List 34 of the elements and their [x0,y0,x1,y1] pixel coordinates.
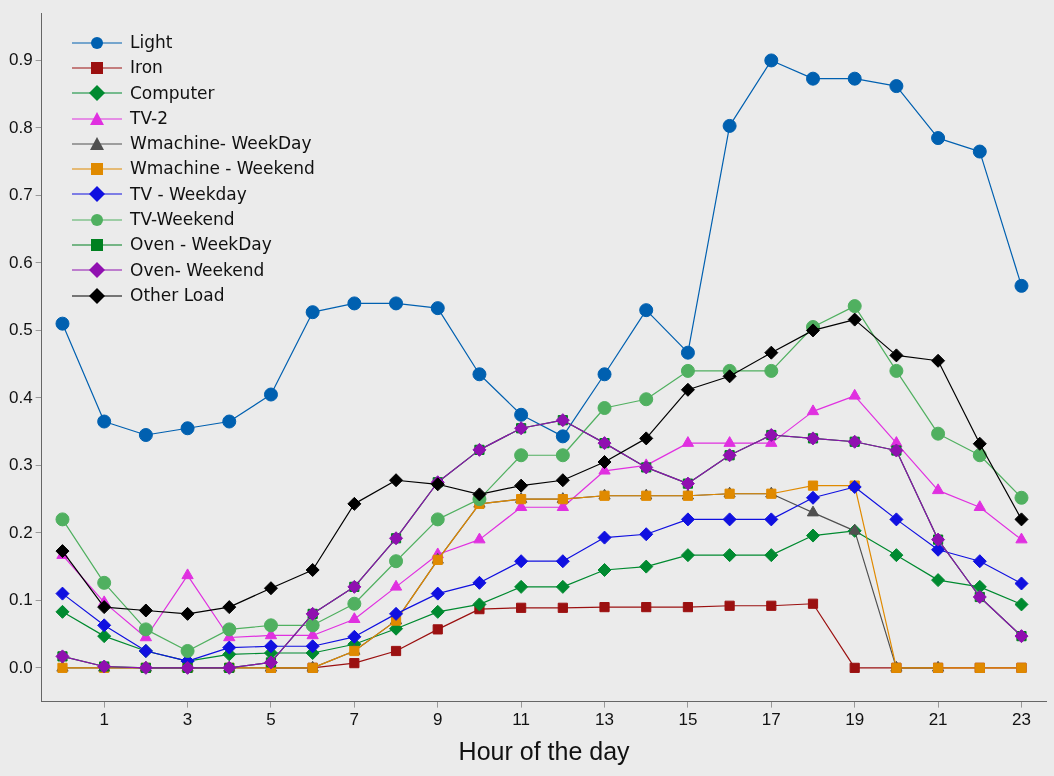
x-tick-label: 15 [678,710,698,730]
legend-label: Iron [130,56,163,80]
x-tick-label: 5 [266,710,276,730]
x-tick-label: 21 [928,710,948,730]
x-tick-label: 17 [761,710,781,730]
legend-label: TV-2 [130,106,168,130]
legend-label: TV - Weekday [130,182,247,206]
x-tick-label: 1 [99,710,109,730]
y-tick-label: 0.5 [8,320,33,340]
y-tick-label: 0.1 [8,590,33,610]
legend-label: Oven- Weekend [130,258,265,282]
x-tick-label: 3 [182,710,193,730]
x-tick-label: 13 [595,710,614,730]
legend-label: Other Load [130,283,225,307]
legend-label: Wmachine - Weekend [130,157,315,181]
y-tick-label: 0.2 [8,522,33,542]
y-tick-label: 0.0 [8,657,33,677]
y-tick-label: 0.4 [8,387,33,407]
y-tick-label: 0.9 [8,50,33,70]
legend-label: Wmachine- WeekDay [130,132,312,156]
x-tick-label: 9 [433,710,443,730]
y-tick-label: 0.6 [8,252,33,272]
x-tick-label: 7 [349,710,360,730]
x-tick-label: 11 [512,710,530,730]
y-tick-label: 0.7 [8,185,33,205]
y-tick-label: 0.8 [8,117,33,137]
x-tick-label: 23 [1012,710,1031,730]
legend-label: Light [130,31,173,54]
x-tick-label: 19 [845,710,865,730]
x-axis-title: Hour of the day [458,736,631,765]
y-tick-label: 0.3 [8,455,33,475]
legend-label: Oven - WeekDay [130,233,272,257]
legend-label: Computer [130,81,215,105]
legend-label: TV-Weekend [130,208,235,232]
